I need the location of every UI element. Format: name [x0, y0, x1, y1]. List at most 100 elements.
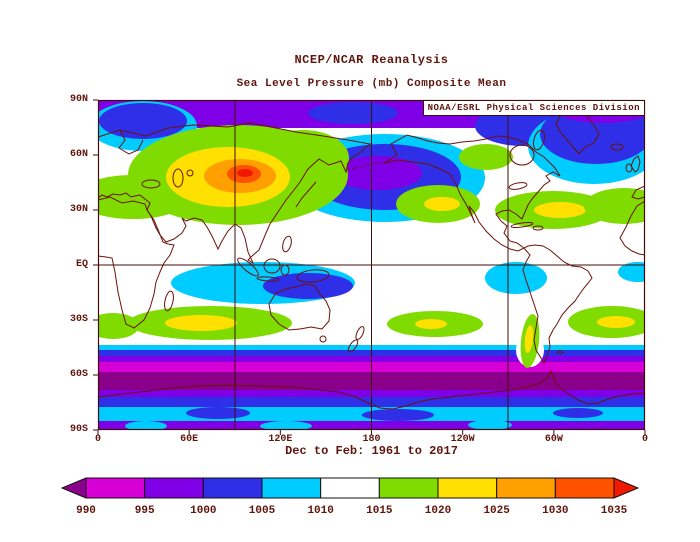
coastline	[619, 200, 645, 256]
colorbar-tick-label-1005: 1005	[249, 505, 276, 517]
colorbar-tick-label-1020: 1020	[425, 505, 451, 517]
coastline	[347, 162, 382, 171]
pressure-fill-yellow	[165, 315, 237, 331]
coastline	[625, 163, 633, 173]
coastline	[164, 290, 174, 312]
coastline	[186, 169, 194, 177]
coastline	[98, 369, 645, 410]
coastline	[610, 143, 624, 151]
coastline	[355, 326, 365, 340]
pressure-fill-blue	[308, 102, 398, 124]
pressure-fill-green	[584, 188, 645, 224]
pressure-fill-green	[459, 144, 513, 170]
pressure-fill-red	[237, 169, 253, 177]
pressure-fill-blue	[263, 273, 353, 299]
coastline	[383, 134, 525, 252]
colorbar-tick-label-1025: 1025	[483, 505, 510, 517]
coastline	[630, 155, 641, 173]
lat-tick-label-60S: 60S	[69, 369, 88, 380]
coastline	[556, 350, 564, 354]
source-attribution-label: NOAA/ESRL Physical Sciences Division	[427, 103, 640, 113]
colorbar-tick-label-1030: 1030	[542, 505, 568, 517]
colorbar: 990 995 1000 1005 1010 1015 1020 1025 1030 1035	[60, 477, 640, 517]
pressure-fill-cyan	[485, 262, 547, 294]
pressure-fill-yellow	[597, 316, 635, 328]
grid-lines-layer	[98, 100, 645, 430]
coastline	[296, 269, 330, 283]
colorbar-high-arrow	[613, 477, 640, 499]
colorbar-tick-label-1015: 1015	[366, 505, 393, 517]
coastline	[98, 196, 175, 329]
pressure-fill-violet	[334, 156, 422, 190]
coastline	[509, 144, 535, 166]
lon-tick-label-180-3: 180	[362, 434, 381, 445]
colorbar-segment	[378, 477, 439, 499]
pressure-fill-cyan	[125, 421, 167, 430]
pressure-fill-blue	[186, 407, 250, 419]
lon-tick-label-120W-4: 120W	[450, 434, 475, 445]
pressure-fill-green	[98, 313, 139, 339]
coastline	[172, 168, 184, 188]
colorbar-segment	[554, 477, 615, 499]
coastline	[532, 225, 544, 231]
colorbar-segment	[85, 477, 146, 499]
pressure-fill-blue	[362, 409, 434, 421]
colorbar-segment	[261, 477, 322, 499]
coastline	[118, 129, 144, 155]
coastline	[522, 244, 593, 365]
lat-tick-label-90N: 90N	[69, 94, 88, 105]
coastline	[295, 181, 317, 208]
coastline	[533, 129, 545, 151]
coastline	[282, 235, 292, 253]
lat-tick-label-30S: 30S	[69, 314, 88, 325]
axis-ticks-layer	[93, 99, 646, 435]
coastline	[141, 179, 161, 189]
map-area: NOAA/ESRL Physical Sciences Division 90N…	[70, 94, 648, 445]
chart-caption: Dec to Feb: 1961 to 2017	[285, 444, 458, 458]
pressure-fill-yellow	[524, 325, 534, 353]
lon-tick-label-0-0: 0	[94, 434, 102, 445]
chart-subtitle: Sea Level Pressure (mb) Composite Mean	[236, 78, 507, 90]
colorbar-low-arrow	[60, 477, 87, 499]
coastline	[508, 182, 528, 190]
source-attribution-box: NOAA/ESRL Physical Sciences Division	[422, 100, 645, 116]
lon-tick-label-60W-5: 60W	[544, 434, 563, 445]
coastline	[406, 134, 561, 249]
pressure-map	[93, 99, 646, 435]
map-border	[97, 99, 646, 431]
colorbar-segment	[144, 477, 204, 499]
longitude-axis: 0 60E 120E 180 120W 60W 0	[94, 434, 649, 448]
latitude-axis: 90N 60N 30N EQ 30S 60S 90S	[52, 94, 92, 435]
lon-tick-label-60E-1: 60E	[180, 434, 199, 445]
lat-tick-label-60N: 60N	[69, 149, 88, 160]
pressure-fill-blue	[553, 408, 603, 418]
coastline	[347, 339, 359, 353]
colorbar-segment	[320, 477, 380, 499]
lat-tick-label-90S: 90S	[69, 424, 88, 435]
lon-tick-label-120E-2: 120E	[268, 434, 293, 445]
coastline	[555, 109, 600, 155]
coastline	[268, 283, 331, 331]
colorbar-segment	[496, 477, 556, 499]
coastline	[237, 257, 259, 277]
coastline	[256, 276, 280, 282]
colorbar-tick-label-995: 995	[135, 505, 155, 517]
pressure-fill-yellow	[534, 202, 586, 218]
colorbar-segment	[202, 477, 263, 499]
pressure-fill-cyan	[618, 262, 645, 282]
coastline	[263, 258, 281, 274]
pressure-fill-yellow	[424, 197, 460, 211]
coastline	[280, 264, 290, 276]
chart-title: NCEP/NCAR Reanalysis	[294, 53, 449, 67]
pressure-fill-cyan	[468, 420, 512, 430]
pressure-fill-blue	[99, 103, 187, 139]
pressure-fill-yellow	[415, 319, 447, 329]
colorbar-tick-label-1035: 1035	[601, 505, 628, 517]
lon-tick-label-0-6: 0	[641, 434, 649, 445]
coastline	[510, 221, 534, 229]
lat-tick-label-30N: 30N	[69, 204, 88, 215]
colorbar-tick-label-1010: 1010	[307, 505, 333, 517]
coastline	[631, 185, 645, 200]
colorbar-segment	[437, 477, 498, 499]
